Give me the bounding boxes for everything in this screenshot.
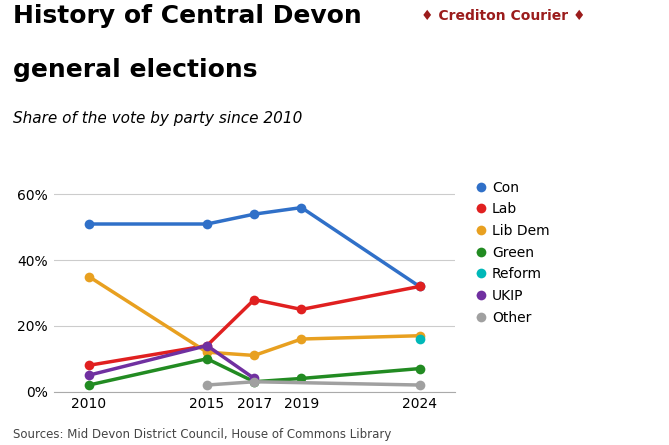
Green [415,366,423,371]
Con [298,205,306,210]
Other [203,382,211,388]
Green [298,376,306,381]
Con [203,221,211,227]
Text: ♦ Crediton Courier ♦: ♦ Crediton Courier ♦ [421,9,586,23]
Green [250,379,258,384]
Legend: Con, Lab, Lib Dem, Green, Reform, UKIP, Other: Con, Lab, Lib Dem, Green, Reform, UKIP, … [478,181,549,324]
Text: general elections: general elections [13,58,258,82]
UKIP [250,376,258,381]
Line: Green: Green [84,354,424,390]
Line: Con: Con [84,203,424,291]
Text: History of Central Devon: History of Central Devon [13,4,362,28]
Green [203,356,211,361]
Con [85,221,93,227]
UKIP [85,372,93,378]
Lab [85,363,93,368]
UKIP [203,343,211,348]
Lib Dem [298,336,306,342]
Other [250,379,258,384]
Text: Share of the vote by party since 2010: Share of the vote by party since 2010 [13,111,303,126]
Lab [203,343,211,348]
Lib Dem [203,349,211,355]
Line: Other: Other [202,377,424,390]
Text: Sources: Mid Devon District Council, House of Commons Library: Sources: Mid Devon District Council, Hou… [13,428,392,441]
Con [250,211,258,217]
Other [415,382,423,388]
Lib Dem [415,333,423,338]
Con [415,284,423,289]
Lab [415,284,423,289]
Line: Lib Dem: Lib Dem [84,272,424,360]
Lib Dem [85,274,93,279]
Green [85,382,93,388]
Line: UKIP: UKIP [84,341,259,383]
Line: Lab: Lab [84,282,424,370]
Lab [298,307,306,312]
Lib Dem [250,353,258,358]
Lab [250,297,258,302]
